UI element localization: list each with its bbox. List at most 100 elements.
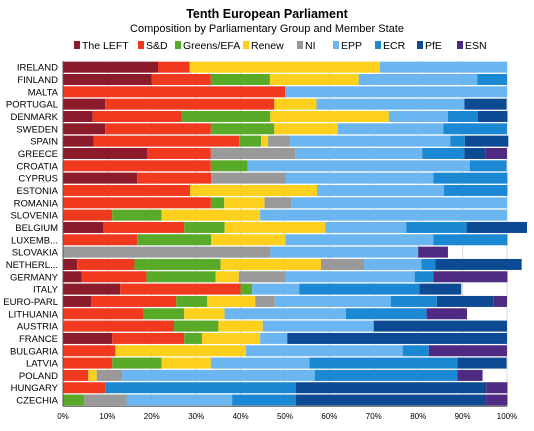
- bar-segment-ecr: [345, 308, 427, 320]
- legend-swatch-ni: [297, 41, 303, 49]
- bar-segment-epp: [289, 135, 451, 147]
- bar-segment-greens-efa: [239, 135, 262, 147]
- legend-label-the-left: The LEFT: [82, 40, 129, 52]
- category-label: ESTONIA: [16, 186, 58, 197]
- bar-segment-ni: [96, 369, 123, 381]
- category-label: AUSTRIA: [17, 322, 59, 333]
- bar-segment-s-d: [151, 73, 211, 85]
- bar-segment-renew: [224, 221, 326, 233]
- x-tick-label: 0%: [57, 412, 69, 421]
- bar-segment-renew: [189, 184, 317, 196]
- bar-segment-epp: [291, 197, 507, 209]
- bar-segment-s-d: [112, 332, 185, 344]
- bar-segment-ecr: [447, 110, 478, 122]
- category-label: ROMANIA: [14, 198, 59, 209]
- bar-segment-the-left: [63, 258, 78, 270]
- bar-segment-epp: [122, 369, 315, 381]
- legend-label-ecr: ECR: [383, 40, 406, 52]
- bar-segment-epp: [285, 172, 434, 184]
- bar-segment-esn: [433, 271, 508, 283]
- category-label: FINLAND: [17, 75, 58, 86]
- category-label: CZECHIA: [16, 396, 58, 407]
- bar-segment-the-left: [63, 73, 152, 85]
- bar-segment-the-left: [63, 221, 104, 233]
- bar-segment-epp: [245, 345, 403, 357]
- legend-swatch-s-d: [138, 41, 144, 49]
- category-label: HUNGARY: [11, 383, 59, 394]
- bar-segment-s-d: [63, 369, 89, 381]
- bar-segment-renew: [224, 197, 265, 209]
- bar-segment-s-d: [105, 98, 275, 110]
- category-label: IRELAND: [17, 63, 58, 74]
- bar-segment-epp: [260, 209, 507, 221]
- chart-title: Tenth European Parliament: [186, 7, 348, 21]
- bar-segment-greens-efa: [146, 271, 216, 283]
- bar-segment-renew: [220, 258, 321, 270]
- category-label: SPAIN: [30, 137, 58, 148]
- bar-segment-greens-efa: [176, 295, 208, 307]
- bar-segment-greens-efa: [143, 308, 185, 320]
- bar-segment-epp: [252, 283, 300, 295]
- bar-segment-renew: [115, 345, 246, 357]
- bar-segment-greens-efa: [174, 320, 219, 332]
- bar-segment-esn: [485, 147, 507, 159]
- bar-segment-the-left: [63, 61, 159, 73]
- bar-segment-ecr: [314, 369, 458, 381]
- bar-segment-epp: [247, 160, 470, 172]
- bar-segment-pfe: [464, 98, 507, 110]
- bar-segment-s-d: [63, 382, 106, 394]
- bar-segment-renew: [184, 308, 225, 320]
- bar-segment-epp: [364, 258, 422, 270]
- bar-segment-epp: [325, 221, 407, 233]
- x-tick-label: 90%: [455, 412, 471, 421]
- legend-label-pfe: PfE: [425, 40, 442, 52]
- bar-segment-renew: [270, 110, 389, 122]
- bar-segment-pfe: [464, 135, 509, 147]
- x-tick-label: 40%: [233, 412, 249, 421]
- bar-segment-ecr: [414, 271, 434, 283]
- category-label: SLOVENIA: [10, 211, 58, 222]
- category-label: DENMARK: [10, 112, 58, 123]
- bar-segment-ecr: [406, 221, 467, 233]
- bar-segment-s-d: [63, 320, 174, 332]
- bar-segment-epp: [388, 110, 448, 122]
- bar-segment-s-d: [63, 209, 113, 221]
- bar-segment-epp: [210, 357, 310, 369]
- bar-segment-the-left: [63, 147, 148, 159]
- bar-segment-pfe: [435, 258, 522, 270]
- bar-segment-pfe: [477, 110, 508, 122]
- bar-segment-renew: [189, 61, 381, 73]
- bar-segment-s-d: [63, 357, 113, 369]
- bar-segment-ecr: [422, 147, 465, 159]
- category-label: NETHERL...: [6, 260, 58, 271]
- bar-segment-greens-efa: [210, 160, 248, 172]
- bar-segment-ni: [63, 246, 271, 258]
- legend-label-ni: NI: [305, 40, 316, 52]
- bar-segment-epp: [126, 394, 233, 406]
- bar-segment-s-d: [81, 271, 147, 283]
- bar-segment-epp: [358, 73, 478, 85]
- bar-segment-s-d: [147, 147, 211, 159]
- bar-segment-s-d: [92, 110, 182, 122]
- bar-segment-s-d: [63, 308, 144, 320]
- bar-segment-renew: [211, 234, 286, 246]
- category-label: CROATIA: [16, 161, 58, 172]
- bar-segment-epp: [224, 308, 346, 320]
- bar-segment-greens-efa: [184, 332, 202, 344]
- bar-segment-s-d: [63, 184, 190, 196]
- category-label: LUXEMB...: [11, 235, 58, 246]
- legend-label-greens-efa: Greens/EFA: [183, 40, 240, 52]
- bar-segment-epp: [274, 295, 391, 307]
- bar-segment-greens-efa: [184, 221, 225, 233]
- bar-segment-pfe: [373, 320, 507, 332]
- legend-swatch-epp: [333, 41, 339, 49]
- bar-segment-ni: [210, 147, 296, 159]
- legend: The LEFT S&D Greens/EFA Renew NI EPP ECR PfE ESN: [74, 40, 487, 52]
- legend-swatch-pfe: [417, 41, 423, 49]
- bar-segment-ecr: [433, 172, 508, 184]
- bar-segment-s-d: [93, 135, 240, 147]
- bar-segment-epp: [295, 147, 423, 159]
- bar-segment-greens-efa: [240, 283, 253, 295]
- bar-segment-s-d: [77, 258, 135, 270]
- legend-label-renew: Renew: [251, 40, 284, 52]
